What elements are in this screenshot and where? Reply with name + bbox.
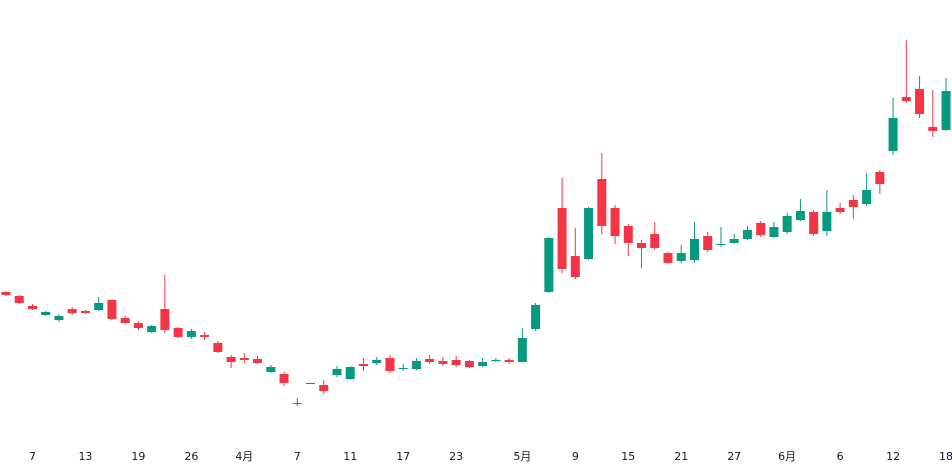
candle-body	[941, 91, 951, 130]
candle-body	[517, 338, 527, 362]
candle-body	[491, 360, 501, 361]
candle-body	[915, 89, 925, 114]
candle-body	[663, 253, 673, 263]
candle-body	[411, 361, 421, 369]
x-tick-label: 6	[837, 450, 844, 463]
x-tick-label: 27	[727, 450, 741, 463]
x-tick-label: 5月	[513, 450, 531, 463]
candle-body	[425, 359, 435, 362]
candle-body	[848, 200, 858, 207]
candle-body	[756, 223, 766, 235]
x-tick-label: 15	[621, 450, 635, 463]
x-tick-label: 4月	[235, 450, 253, 463]
candle-body	[676, 253, 686, 261]
candle-body	[570, 256, 580, 277]
candle-body	[650, 234, 660, 248]
candle-body	[133, 323, 143, 328]
x-tick-label: 7	[29, 450, 36, 463]
candle-body	[147, 326, 157, 332]
x-tick-label: 7	[294, 450, 301, 463]
candle-body	[729, 239, 739, 243]
candle-body	[292, 403, 302, 404]
candle-body	[769, 227, 779, 237]
candle-body	[372, 360, 382, 363]
candle-body	[822, 212, 832, 231]
candle-body	[557, 208, 567, 269]
candle-body	[637, 243, 647, 248]
x-tick-label: 17	[396, 450, 410, 463]
x-tick-label: 13	[78, 450, 92, 463]
candle-body	[464, 361, 474, 367]
candle-body	[862, 190, 872, 204]
candle-body	[332, 369, 342, 375]
candle-body	[27, 306, 37, 309]
candle-body	[226, 357, 236, 362]
candle-body	[94, 303, 104, 310]
candle-body	[160, 309, 170, 330]
x-tick-label: 6月	[778, 450, 796, 463]
x-tick-label: 21	[674, 450, 688, 463]
candle-body	[80, 311, 90, 313]
candle-body	[478, 362, 488, 366]
candle-body	[279, 374, 289, 383]
x-tick-label: 9	[572, 450, 579, 463]
candle-body	[358, 364, 368, 366]
candle-body	[901, 97, 911, 101]
candle-body	[120, 318, 130, 323]
candle-body	[504, 360, 514, 362]
x-tick-label: 12	[886, 450, 900, 463]
candle-body	[67, 309, 77, 313]
candle-body	[584, 208, 594, 259]
candle-body	[14, 296, 24, 303]
candle-body	[742, 230, 752, 239]
candle-body	[385, 358, 395, 371]
candle-body	[782, 216, 792, 232]
x-tick-label: 23	[449, 450, 463, 463]
candle-body	[610, 208, 620, 236]
candle-body	[888, 118, 898, 151]
candle-body	[809, 212, 819, 234]
candle-body	[703, 236, 713, 250]
candle-body	[239, 358, 249, 360]
candle-body	[213, 343, 223, 352]
candle-body	[200, 335, 210, 337]
x-tick-label: 18	[939, 450, 952, 463]
candle-body	[795, 211, 805, 220]
candle-body	[835, 208, 845, 212]
candle-body	[186, 331, 196, 337]
candle-body	[544, 238, 554, 292]
candle-body	[875, 172, 885, 184]
candle-body	[438, 361, 448, 364]
x-tick-label: 26	[184, 450, 198, 463]
x-tick-label: 19	[131, 450, 145, 463]
candle-body	[306, 383, 316, 384]
candle-body	[623, 226, 633, 243]
candle-body	[597, 179, 607, 226]
candle-body	[253, 359, 263, 363]
candle-body	[54, 316, 64, 320]
candle-body	[451, 360, 461, 365]
candle-body	[107, 300, 117, 319]
candle-body	[689, 239, 699, 260]
candle-body	[173, 328, 183, 337]
candle-body	[41, 312, 51, 315]
candle-body	[266, 367, 276, 372]
candle-body	[345, 367, 355, 379]
candle-body	[319, 385, 329, 391]
x-tick-label: 11	[343, 450, 357, 463]
candle-body	[1, 292, 11, 295]
candle-body	[398, 368, 408, 369]
candle-body	[531, 305, 541, 329]
candle-body	[716, 244, 726, 245]
candle-body	[928, 127, 938, 131]
